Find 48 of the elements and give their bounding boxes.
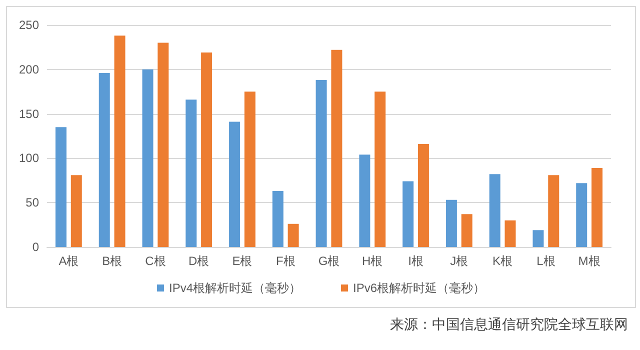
x-tick-label: I根 <box>408 254 424 268</box>
bar <box>576 183 588 247</box>
x-tick-label: A根 <box>58 254 79 268</box>
x-tick-label: B根 <box>102 254 122 268</box>
bar <box>70 175 82 247</box>
bar <box>548 175 560 247</box>
x-tick-label: E根 <box>232 254 252 268</box>
x-tick-label: G根 <box>318 254 340 268</box>
bar <box>114 36 126 247</box>
y-tick-label: 250 <box>18 18 40 32</box>
x-tick-label: C根 <box>145 254 166 268</box>
bar <box>98 72 110 247</box>
x-tick-label: M根 <box>578 254 600 268</box>
bar <box>186 100 197 247</box>
y-tick-label: 200 <box>18 62 40 76</box>
bar <box>402 181 414 247</box>
y-tick-label: 0 <box>32 240 40 254</box>
bar <box>331 50 342 247</box>
bar <box>201 52 212 247</box>
x-tick-label: D根 <box>188 254 210 268</box>
bar <box>55 127 66 247</box>
bar <box>272 191 284 247</box>
y-tick-label: 100 <box>18 151 40 166</box>
bar <box>504 220 516 247</box>
x-tick-label: F根 <box>276 254 296 268</box>
legend-label: IPv6根解析时延（毫秒） <box>353 281 486 295</box>
legend-label: IPv4根解析时延（毫秒） <box>168 281 302 295</box>
bar <box>359 154 370 247</box>
bar <box>374 92 386 247</box>
y-tick-label: 150 <box>18 106 40 121</box>
x-tick-label: J根 <box>450 254 468 268</box>
bar <box>461 214 472 247</box>
bar <box>288 224 299 247</box>
bar <box>316 80 327 247</box>
bar <box>244 92 256 247</box>
x-tick-label: K根 <box>492 254 513 268</box>
bar <box>592 168 603 247</box>
source-note: 来源：中国信息通信研究院全球互联网 <box>390 316 628 334</box>
bar <box>229 122 240 247</box>
bar <box>489 174 500 247</box>
y-tick-label: 50 <box>26 196 40 210</box>
bar <box>158 42 169 247</box>
x-tick-label: H根 <box>362 254 383 268</box>
bar <box>418 144 429 247</box>
bar <box>446 200 457 247</box>
bar <box>532 230 544 247</box>
x-tick-label: L根 <box>536 254 556 268</box>
bar <box>142 69 154 247</box>
